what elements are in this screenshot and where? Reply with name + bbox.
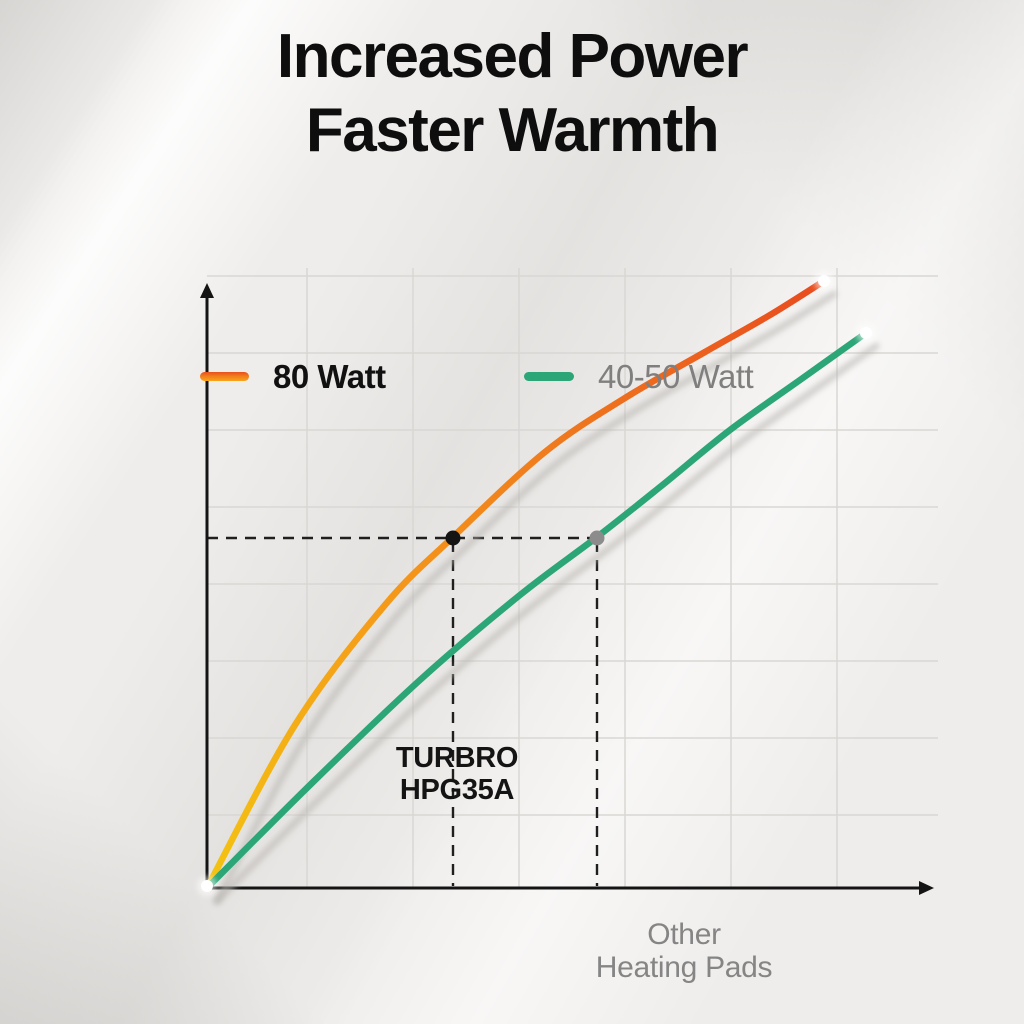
curve-endpoint-dot <box>860 327 872 339</box>
turbro-label-line-1: TURBRO <box>395 742 519 775</box>
curve-endpoint-dot <box>818 275 830 287</box>
x-axis-arrow-icon <box>919 881 934 895</box>
other-label-line-1: Other <box>647 917 721 951</box>
orange-80watt-curve <box>203 277 828 892</box>
orange-curve-shadow <box>213 290 838 905</box>
legend: 80 Watt 40-50 Watt <box>0 354 1024 400</box>
legend-item-80watt: 80 Watt <box>200 354 386 400</box>
turbro-label-line-2: HPG35A <box>399 774 515 807</box>
title-line-2: Faster Warmth <box>305 96 720 166</box>
desired-temperature-marker-dot <box>445 530 461 546</box>
curve-endpoint-dot <box>201 880 213 892</box>
series-label-turbro: TURBRO HPG35A <box>357 742 557 807</box>
page-title: Increased Power Faster Warmth <box>0 20 1024 169</box>
legend-label-80watt: 80 Watt <box>273 357 386 395</box>
legend-label-4050watt: 40-50 Watt <box>598 357 754 395</box>
legend-item-4050watt: 40-50 Watt <box>524 354 754 400</box>
y-axis-arrow-icon <box>200 283 214 298</box>
other-label-line-2: Heating Pads <box>595 950 773 984</box>
legend-swatch-orange <box>200 372 249 382</box>
title-line-1: Increased Power <box>276 22 749 91</box>
desired-temperature-marker-dot <box>589 530 605 546</box>
green-4050watt-curve <box>203 329 870 892</box>
series-label-other-heating-pads: Other Heating Pads <box>534 918 834 984</box>
green-curve-shadow <box>213 342 880 905</box>
legend-swatch-green <box>524 372 574 382</box>
